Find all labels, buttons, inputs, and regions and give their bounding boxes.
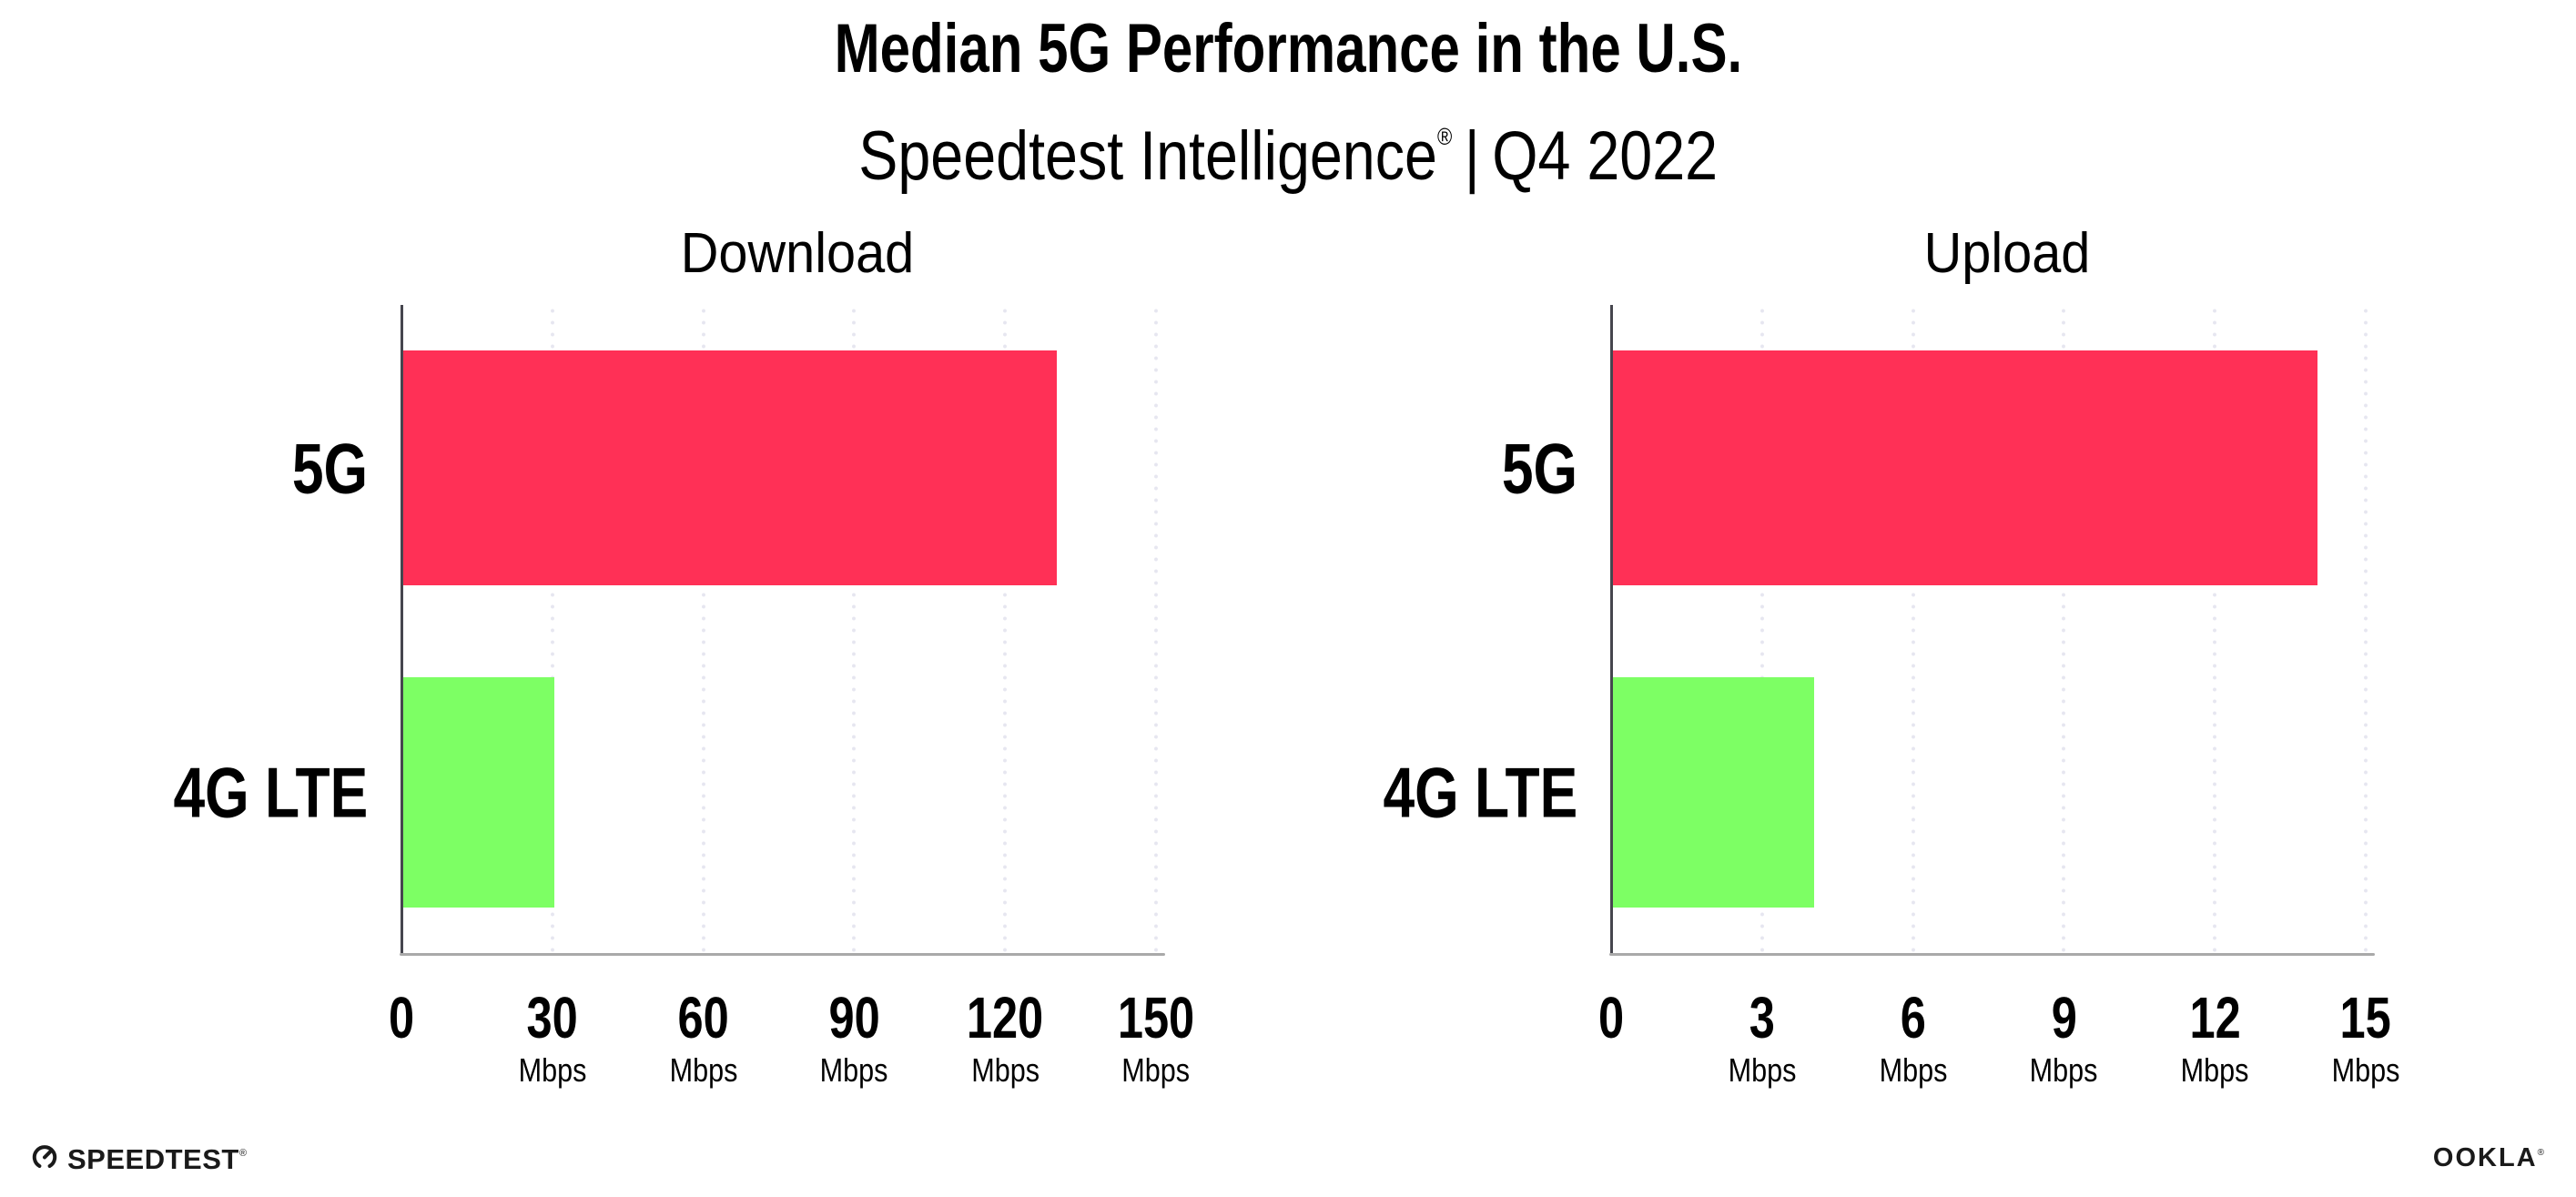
speedtest-logo-text: SPEEDTEST® bbox=[67, 1138, 247, 1175]
ookla-logo: OOKLA® bbox=[2433, 1143, 2546, 1173]
x-tick-value: 9 bbox=[2051, 985, 2077, 1050]
download-chart: Download 5G 4G LTE 0 30 Mbps 60 Mbps 90 bbox=[173, 225, 1194, 1088]
category-label-4g-lte: 4G LTE bbox=[1334, 752, 1577, 835]
x-tick-2: 6 Mbps bbox=[1873, 988, 1953, 1088]
speedtest-gauge-icon bbox=[32, 1144, 57, 1168]
x-tick-value: 0 bbox=[388, 985, 415, 1050]
x-tick-value: 0 bbox=[1597, 985, 1625, 1050]
gridline bbox=[1003, 305, 1008, 954]
upload-chart: Upload 5G 4G LTE 0 3 Mbps 6 Mbps 9 M bbox=[1383, 225, 2399, 1088]
category-label-4g-lte: 4G LTE bbox=[125, 752, 368, 835]
speedtest-wordmark: SPEEDTEST bbox=[67, 1143, 239, 1175]
x-tick-value: 12 bbox=[2189, 985, 2241, 1050]
category-label-4g-lte-text: 4G LTE bbox=[1383, 752, 1577, 833]
x-tick-unit: Mbps bbox=[669, 1051, 738, 1089]
x-tick-4: 12 Mbps bbox=[2175, 988, 2255, 1088]
gridline bbox=[2062, 305, 2066, 954]
x-tick-unit: Mbps bbox=[2331, 1051, 2400, 1089]
x-tick-unit: Mbps bbox=[819, 1051, 888, 1089]
category-label-5g-text: 5G bbox=[1501, 428, 1577, 509]
ookla-wordmark: OOKLA bbox=[2432, 1143, 2538, 1172]
category-label-5g-text: 5G bbox=[291, 428, 368, 509]
x-tick-unit: Mbps bbox=[518, 1051, 587, 1089]
gridline bbox=[2213, 305, 2217, 954]
category-label-5g: 5G bbox=[1483, 428, 1577, 511]
x-tick-unit: Mbps bbox=[1879, 1051, 1948, 1089]
subtitle-period: Q4 2022 bbox=[1492, 117, 1718, 195]
gridline bbox=[1154, 305, 1158, 954]
gridline bbox=[550, 305, 554, 954]
x-tick-3: 9 Mbps bbox=[2023, 988, 2104, 1088]
x-tick-5: 150 Mbps bbox=[1108, 988, 1205, 1088]
page-title: Median 5G Performance in the U.S. bbox=[0, 13, 2576, 86]
x-tick-value: 90 bbox=[828, 985, 880, 1050]
x-tick-unit: Mbps bbox=[2029, 1051, 2098, 1089]
upload-chart-title: Upload bbox=[1917, 225, 2095, 283]
gridline bbox=[1760, 305, 1764, 954]
speedtest-registered-mark: ® bbox=[238, 1148, 248, 1159]
bar-5g-download bbox=[403, 350, 1058, 585]
x-axis-line bbox=[400, 953, 1165, 956]
x-tick-unit: Mbps bbox=[2180, 1051, 2249, 1089]
bar-5g-upload bbox=[1613, 350, 2317, 585]
subtitle-separator: | bbox=[1464, 117, 1480, 195]
category-label-4g-lte-text: 4G LTE bbox=[173, 752, 368, 833]
x-tick-value: 30 bbox=[526, 985, 578, 1050]
x-tick-3: 90 Mbps bbox=[814, 988, 894, 1088]
x-tick-2: 60 Mbps bbox=[664, 988, 744, 1088]
y-axis-line bbox=[1610, 305, 1613, 954]
page-subtitle: Speedtest Intelligence® | Q4 2022 bbox=[0, 98, 2576, 195]
speedtest-logo: SPEEDTEST® bbox=[30, 1138, 247, 1175]
y-axis-line bbox=[401, 305, 403, 954]
x-tick-value: 150 bbox=[1117, 985, 1195, 1050]
x-tick-4: 120 Mbps bbox=[957, 988, 1054, 1088]
x-tick-unit: Mbps bbox=[1121, 1051, 1191, 1089]
gridline bbox=[2364, 305, 2368, 954]
x-tick-value: 60 bbox=[677, 985, 729, 1050]
x-tick-0: 0 bbox=[385, 988, 418, 1048]
page-title-text: Median 5G Performance in the U.S. bbox=[834, 10, 1742, 87]
bar-4g-lte-download bbox=[403, 677, 554, 908]
download-chart-title: Download bbox=[672, 225, 923, 283]
x-tick-value: 15 bbox=[2339, 985, 2392, 1050]
x-tick-0: 0 bbox=[1595, 988, 1628, 1048]
x-tick-1: 30 Mbps bbox=[512, 988, 593, 1088]
gridline bbox=[701, 305, 705, 954]
x-tick-1: 3 Mbps bbox=[1722, 988, 1802, 1088]
ookla-registered-mark: ® bbox=[2537, 1148, 2546, 1158]
x-tick-5: 15 Mbps bbox=[2326, 988, 2406, 1088]
download-chart-title-text: Download bbox=[680, 222, 914, 285]
subtitle-text: Speedtest Intelligence® | Q4 2022 bbox=[858, 98, 1718, 195]
gridline bbox=[1911, 305, 1915, 954]
x-tick-unit: Mbps bbox=[1728, 1051, 1797, 1089]
category-label-5g: 5G bbox=[273, 428, 368, 511]
gridline bbox=[852, 305, 857, 954]
bar-4g-lte-upload bbox=[1613, 677, 1815, 908]
x-axis-line bbox=[1609, 953, 2375, 956]
x-tick-value: 3 bbox=[1749, 985, 1775, 1050]
x-tick-value: 6 bbox=[1900, 985, 1926, 1050]
x-tick-unit: Mbps bbox=[970, 1051, 1040, 1089]
upload-chart-title-text: Upload bbox=[1923, 222, 2090, 285]
subtitle-brand: Speedtest Intelligence bbox=[858, 117, 1437, 195]
x-tick-value: 120 bbox=[967, 985, 1044, 1050]
registered-mark: ® bbox=[1436, 123, 1453, 150]
